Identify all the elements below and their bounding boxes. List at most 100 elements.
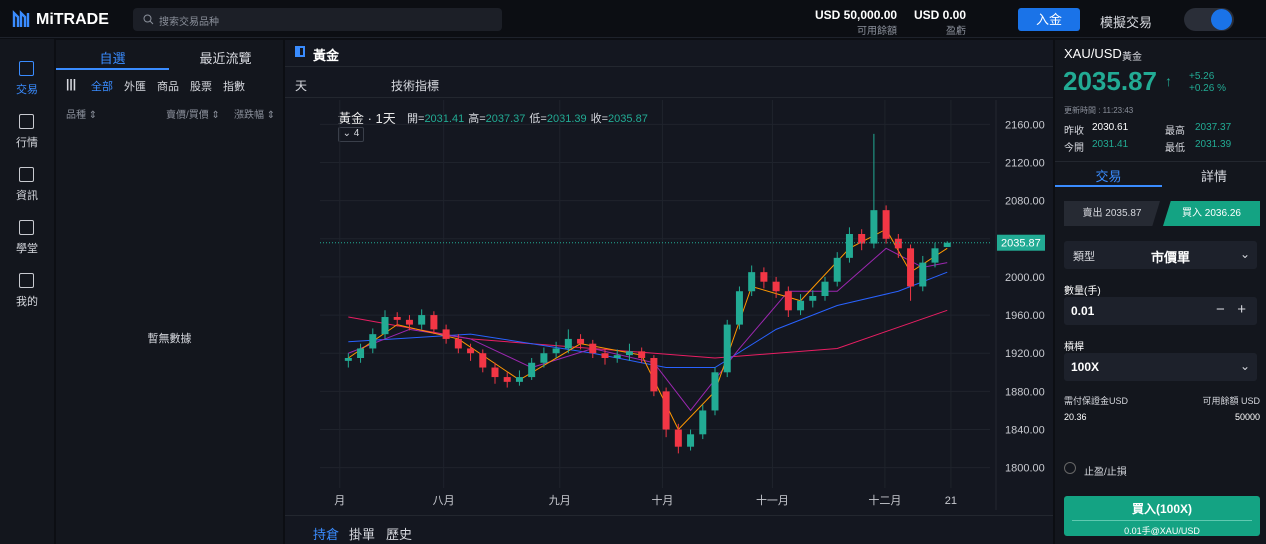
deposit-button[interactable]: 入金 [1018, 8, 1080, 31]
y-tick-label: 2120.00 [1005, 157, 1045, 169]
balance: USD 50,000.00 [815, 8, 898, 22]
stat-value: 2031.39 [1195, 139, 1232, 150]
timeframe[interactable]: 天 [295, 79, 308, 93]
candle-body [393, 316, 401, 320]
search-placeholder: 搜索交易品种 [159, 17, 219, 28]
submit-button[interactable]: 買入(100X) 0.01手@XAU/USD [1064, 496, 1260, 536]
candle-body [491, 367, 499, 378]
y-tick-label: 2160.00 [1005, 119, 1045, 131]
nav-label[interactable]: 學堂 [16, 243, 38, 255]
candle-body [577, 338, 585, 344]
candle-body [797, 300, 805, 311]
candle-body [833, 257, 841, 282]
stat-value: 2030.61 [1092, 122, 1129, 133]
nav-icon[interactable] [19, 61, 34, 76]
candle-body [919, 262, 927, 287]
candle-body [564, 338, 572, 349]
last-price-label: 2035.87 [1001, 238, 1041, 250]
candle-body [650, 357, 658, 392]
nav-icon[interactable] [19, 167, 34, 182]
candle-body [430, 315, 438, 330]
mode-select[interactable]: 模擬交易 [1100, 15, 1153, 30]
available: 50000 [1234, 412, 1260, 422]
y-tick-label: 1800.00 [1005, 463, 1045, 475]
filter[interactable]: 商品 [157, 81, 179, 93]
stat-label: 最低 [1165, 143, 1185, 154]
up-arrow: ↑ [1165, 73, 1172, 89]
candle-body [748, 272, 756, 292]
candle-body [772, 281, 780, 292]
bottom-tab[interactable]: 持倉 [313, 527, 340, 542]
y-tick-label: 1840.00 [1005, 425, 1045, 437]
study-count: 4 [353, 128, 360, 139]
buy-button[interactable]: 買入 2036.26 [1163, 201, 1260, 226]
y-tick-label: 2080.00 [1005, 196, 1045, 208]
theme-toggle[interactable] [1184, 8, 1234, 31]
nav-label[interactable]: 我的 [16, 296, 38, 308]
bottom-tab[interactable]: 掛單 [349, 527, 376, 542]
stat-value: 2037.37 [1195, 122, 1232, 133]
top-bar: MiTRADE 搜索交易品种 USD 50,000.00 可用餘額 USD 0.… [0, 0, 1266, 38]
column[interactable]: 漲跌幅 ⇕ [234, 110, 276, 121]
ohlc-label: 低= [529, 113, 547, 125]
leverage-select[interactable]: 100X ⌄ [1064, 353, 1257, 381]
tab[interactable]: 詳情 [1200, 169, 1227, 184]
candle-body [454, 338, 462, 349]
filter[interactable]: 指數 [223, 81, 245, 93]
candle-body [528, 362, 536, 378]
candle-body [687, 434, 695, 447]
candle-body [344, 357, 352, 361]
available-label: 可用餘額 USD [1202, 396, 1260, 406]
tab[interactable]: 交易 [1095, 169, 1122, 184]
x-tick-label: 十一月 [756, 493, 789, 507]
qty-label: 數量(手) [1064, 286, 1101, 297]
tab[interactable]: 自選 [99, 51, 126, 66]
update-time: 更新時間 : 11:23:43 [1064, 106, 1134, 115]
legend-title: 黃金 · 1天 [338, 111, 396, 126]
search[interactable]: 搜索交易品种 [133, 8, 502, 31]
candle-body [442, 329, 450, 339]
x-tick-label: 十二月 [868, 493, 901, 507]
moving-average [348, 228, 948, 431]
sell-button[interactable]: 賣出 2035.87 [1064, 201, 1160, 226]
x-tick-label: 月 [334, 495, 345, 507]
tab[interactable]: 最近流覽 [199, 51, 252, 66]
filter[interactable]: 股票 [190, 81, 212, 93]
nav-icon[interactable] [19, 220, 34, 235]
candle-body [540, 353, 548, 363]
tab-indicator [56, 68, 169, 70]
nav-label[interactable]: 交易 [16, 84, 38, 96]
chart-title: 黃金 [313, 48, 340, 63]
qty-input[interactable]: 0.01− + [1064, 297, 1257, 325]
price: 2035.87 [1063, 66, 1157, 96]
filter[interactable]: 全部 [91, 81, 113, 93]
balance-label: 可用餘額 [857, 26, 897, 37]
logo-icon [12, 10, 30, 27]
nav-icon[interactable] [19, 273, 34, 288]
filter[interactable]: 外匯 [124, 81, 146, 93]
stat-label: 今開 [1064, 143, 1084, 154]
study-toggle[interactable]: ⌄ 4 [338, 127, 364, 142]
bottom-tab[interactable]: 歷史 [386, 527, 413, 542]
nav-label[interactable]: 資訊 [16, 190, 38, 202]
column[interactable]: 品種 ⇕ [66, 110, 98, 121]
column[interactable]: 賣價/買價 ⇕ [166, 110, 220, 121]
indicators[interactable]: 技術指標 [391, 79, 440, 93]
stat-label: 昨收 [1064, 126, 1084, 137]
ohlc-value: 2031.39 [546, 113, 587, 125]
order-type[interactable]: 類型 市價單 ⌄ [1064, 241, 1257, 269]
watchlist: 自選 最近流覽 ||| 品種 ⇕ 賣價/買價 ⇕ 漲跌幅 ⇕ 暫無數據 全部 外匯… [56, 40, 283, 544]
change-pct: +0.26 % [1189, 83, 1226, 94]
candle-body [809, 296, 817, 301]
nav-icon[interactable] [19, 114, 34, 129]
moving-average [348, 247, 948, 412]
nav-label[interactable]: 行情 [16, 137, 38, 149]
sltp-checkbox[interactable] [1064, 462, 1076, 474]
candle-body [479, 353, 487, 368]
change: +5.26 [1189, 71, 1215, 82]
leverage: 100X [1071, 360, 1100, 374]
list-icon: ||| [66, 77, 77, 91]
ohlc-label: 高= [468, 113, 486, 125]
candle-body [894, 238, 902, 249]
candle-body [931, 248, 939, 263]
